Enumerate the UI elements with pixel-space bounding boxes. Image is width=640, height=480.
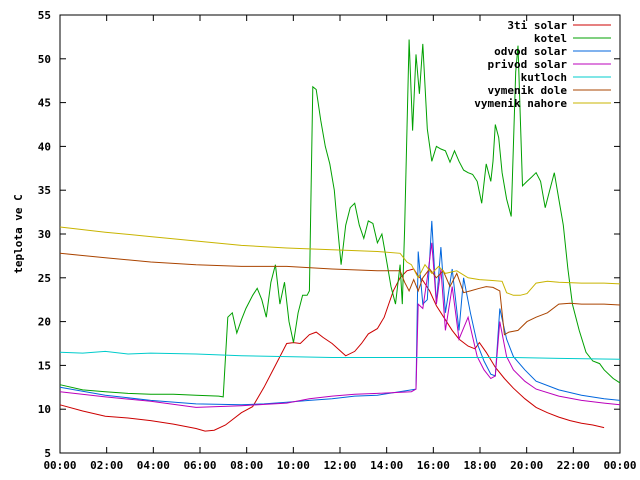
x-tick-label: 00:00 xyxy=(603,459,636,472)
x-tick-label: 16:00 xyxy=(417,459,450,472)
x-tick-label: 02:00 xyxy=(90,459,123,472)
legend-label: kutloch xyxy=(521,71,567,84)
y-tick-label: 35 xyxy=(38,184,51,197)
legend-label: kotel xyxy=(534,32,567,45)
y-tick-label: 5 xyxy=(44,447,51,460)
x-tick-label: 12:00 xyxy=(323,459,356,472)
y-axis-label: teplota ve C xyxy=(12,194,25,273)
y-tick-label: 40 xyxy=(38,140,51,153)
y-tick-label: 10 xyxy=(38,403,51,416)
y-tick-label: 15 xyxy=(38,359,51,372)
x-tick-label: 08:00 xyxy=(230,459,263,472)
y-tick-label: 30 xyxy=(38,228,51,241)
y-tick-label: 25 xyxy=(38,272,51,285)
legend-label: vymenik dole xyxy=(488,84,568,97)
legend-label: odvod solar xyxy=(494,45,567,58)
y-tick-label: 55 xyxy=(38,9,51,22)
series-line-2 xyxy=(59,39,621,398)
legend-label: privod solar xyxy=(488,58,568,71)
x-tick-label: 22:00 xyxy=(557,459,590,472)
legend-label: vymenik nahore xyxy=(474,97,567,110)
x-tick-label: 20:00 xyxy=(510,459,543,472)
x-tick-label: 04:00 xyxy=(137,459,170,472)
y-tick-label: 50 xyxy=(38,53,51,66)
series-line-3 xyxy=(59,220,621,406)
series-line-4 xyxy=(59,242,621,408)
y-tick-label: 45 xyxy=(38,97,51,110)
x-tick-label: 10:00 xyxy=(277,459,310,472)
legend-label: 3ti solar xyxy=(507,19,567,32)
series-line-1 xyxy=(59,268,605,432)
x-tick-label: 14:00 xyxy=(370,459,403,472)
series-line-5 xyxy=(59,350,621,360)
x-tick-label: 18:00 xyxy=(463,459,496,472)
series-lines xyxy=(59,39,621,432)
x-tick-label: 06:00 xyxy=(183,459,216,472)
x-axis: 00:00 02:00 04:00 06:00 08:00 10:00 12:00 14:00… xyxy=(43,15,637,472)
series-line-6 xyxy=(59,252,621,336)
series-line-7 xyxy=(59,226,621,296)
x-tick-label: 00:00 xyxy=(43,459,76,472)
y-axis: 5 10 15 20 25 30 35 40 45 50 55 xyxy=(38,9,620,460)
y-tick-label: 20 xyxy=(38,316,51,329)
